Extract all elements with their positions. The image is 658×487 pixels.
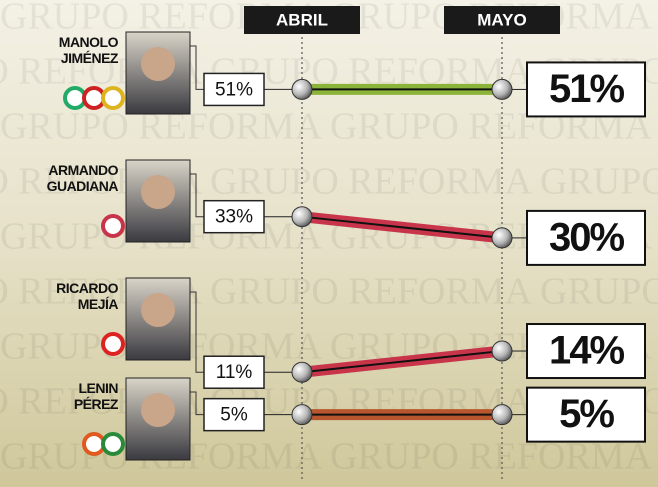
point [491, 78, 513, 100]
point [491, 404, 513, 426]
value-label: 51% [215, 79, 253, 100]
connector [190, 173, 205, 218]
party-logo [101, 432, 125, 456]
watermark: GRUPO REFORMA [540, 161, 658, 203]
value-label: 33% [215, 207, 253, 228]
candidate-photo [125, 159, 191, 243]
photo-head [141, 175, 175, 209]
watermark: GRUPO REFORMA [210, 161, 533, 203]
label-box [203, 355, 265, 389]
connector [190, 391, 205, 416]
value-label: 5% [220, 405, 248, 426]
label-box [526, 386, 646, 443]
point [491, 227, 513, 249]
value-label: 30% [549, 215, 624, 259]
column-header: MAYO [477, 10, 526, 29]
point [491, 340, 513, 362]
party-logo [101, 86, 125, 110]
candidate-name: LENIN PÉREZ [73, 380, 119, 412]
label-box [526, 61, 646, 118]
column-header: ABRIL [276, 10, 328, 29]
watermark: GRUPO REFORMA [540, 271, 658, 313]
connector [190, 291, 205, 373]
point [291, 78, 313, 100]
candidate-name: RICARDO MEJÍA [56, 280, 118, 312]
label-box [526, 209, 646, 266]
point [291, 206, 313, 228]
watermark: GRUPO REFORMA [330, 436, 653, 478]
value-label: 14% [549, 329, 624, 373]
party-logo [101, 332, 125, 356]
label-box [526, 323, 646, 380]
value-label: 5% [559, 392, 614, 436]
photo-head [141, 47, 175, 81]
point [291, 361, 313, 383]
value-label: 51% [549, 67, 624, 111]
slope-line-core [301, 215, 503, 239]
column-header-bg [244, 6, 360, 34]
photo-head [141, 293, 175, 327]
column-header-bg [444, 6, 560, 34]
party-logo [101, 214, 125, 238]
watermark: GRUPO REFORMA [210, 271, 533, 313]
connector [190, 45, 205, 90]
candidate-name: ARMANDO GUADIANA [46, 162, 119, 194]
slope-line-core [301, 350, 503, 374]
value-label: 11% [216, 362, 253, 383]
photo-head [141, 393, 175, 427]
candidate-name: MANOLO JIMÉNEZ [58, 34, 119, 66]
point [291, 404, 313, 426]
